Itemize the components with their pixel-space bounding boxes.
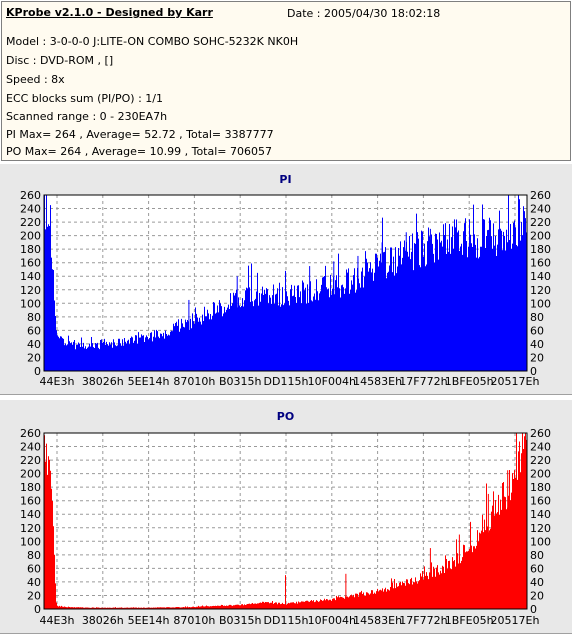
y-tick-label-left: 60: [27, 324, 41, 337]
y-tick-label-left: 240: [20, 441, 41, 454]
y-tick-label-right: 260: [530, 427, 551, 440]
x-tick-label: 87010h: [173, 375, 215, 388]
x-tick-label: 38026h: [82, 614, 124, 627]
y-tick-label-left: 220: [20, 216, 41, 229]
x-tick-label: 87010h: [173, 614, 215, 627]
y-tick-label-left: 80: [27, 549, 41, 562]
y-tick-label-right: 0: [530, 603, 537, 616]
x-tick-label: 14583Eh: [353, 375, 402, 388]
y-tick-label-right: 60: [530, 562, 544, 575]
range-line: Scanned range : 0 - 230EA7h: [6, 110, 168, 123]
y-tick-label-left: 20: [27, 351, 41, 364]
po-chart-panel: PO 0 0 20 20 40 40 60 60 80 80 100 100 120 120 140 140 16…: [0, 399, 572, 634]
y-tick-label-left: 200: [20, 468, 41, 481]
y-tick-label-left: 200: [20, 230, 41, 243]
y-tick-label-right: 180: [530, 243, 551, 256]
y-tick-label-right: 200: [530, 468, 551, 481]
x-tick-label: 20517Eh: [491, 375, 540, 388]
x-tick-label: 20517Eh: [491, 614, 540, 627]
x-tick-label: 14583Eh: [353, 614, 402, 627]
chart-title: PO: [277, 410, 294, 423]
y-tick-label-right: 80: [530, 549, 544, 562]
info-panel: KProbe v2.1.0 - Designed by Karr Date : …: [1, 1, 571, 161]
y-tick-label-left: 260: [20, 427, 41, 440]
y-tick-label-right: 40: [530, 576, 544, 589]
y-tick-label-right: 180: [530, 481, 551, 494]
y-tick-label-right: 60: [530, 324, 544, 337]
app-title: KProbe v2.1.0 - Designed by Karr: [6, 6, 213, 19]
x-tick-label: 17F772h: [399, 375, 447, 388]
y-tick-label-right: 120: [530, 284, 551, 297]
series-bars: [44, 433, 527, 609]
y-tick-label-right: 20: [530, 351, 544, 364]
y-tick-label-left: 120: [20, 284, 41, 297]
y-tick-label-left: 80: [27, 311, 41, 324]
x-tick-label: 5EE14h: [128, 375, 170, 388]
y-tick-label-left: 140: [20, 270, 41, 283]
x-tick-label: 44E3h: [40, 375, 75, 388]
x-tick-label: B0315h: [219, 375, 262, 388]
po-stats-line: PO Max= 264 , Average= 10.99 , Total= 70…: [6, 145, 272, 158]
y-tick-label-right: 220: [530, 454, 551, 467]
y-tick-label-right: 160: [530, 495, 551, 508]
speed-line: Speed : 8x: [6, 73, 65, 86]
x-tick-label: 38026h: [82, 375, 124, 388]
y-tick-label-right: 160: [530, 257, 551, 270]
x-tick-label: 17F772h: [399, 614, 447, 627]
x-tick-label: 1BFE05h: [445, 375, 494, 388]
y-tick-label-right: 140: [530, 270, 551, 283]
y-tick-label-left: 240: [20, 203, 41, 216]
y-tick-label-right: 80: [530, 311, 544, 324]
y-tick-label-left: 180: [20, 481, 41, 494]
y-tick-label-left: 100: [20, 297, 41, 310]
y-tick-label-right: 140: [530, 508, 551, 521]
y-tick-label-right: 20: [530, 589, 544, 602]
disc-line: Disc : DVD-ROM , []: [6, 54, 114, 67]
chart-title: PI: [279, 173, 291, 186]
y-tick-label-left: 160: [20, 495, 41, 508]
y-tick-label-right: 120: [530, 522, 551, 535]
pi-chart-panel: PI 0 0 20 20 40 40 60 60 80 80 100 100 120 120 140 140 16…: [0, 163, 572, 395]
y-tick-label-left: 220: [20, 454, 41, 467]
y-tick-label-left: 60: [27, 562, 41, 575]
y-tick-label-left: 40: [27, 338, 41, 351]
y-tick-label-right: 40: [530, 338, 544, 351]
y-tick-label-left: 160: [20, 257, 41, 270]
plot-border: [43, 432, 528, 610]
y-tick-label-right: 240: [530, 441, 551, 454]
y-tick-label-right: 240: [530, 203, 551, 216]
y-tick-label-left: 0: [34, 603, 41, 616]
x-tick-label: 10F004h: [308, 375, 356, 388]
x-tick-label: DD115h: [264, 375, 309, 388]
x-tick-label: 1BFE05h: [445, 614, 494, 627]
y-tick-label-left: 0: [34, 365, 41, 378]
y-tick-label-left: 20: [27, 589, 41, 602]
y-tick-label-right: 200: [530, 230, 551, 243]
y-tick-label-left: 120: [20, 522, 41, 535]
plot-border: [43, 194, 528, 372]
x-tick-label: 5EE14h: [128, 614, 170, 627]
y-tick-label-left: 260: [20, 189, 41, 202]
y-tick-label-left: 100: [20, 535, 41, 548]
scan-date: Date : 2005/04/30 18:02:18: [287, 7, 441, 20]
y-tick-label-right: 220: [530, 216, 551, 229]
ecc-line: ECC blocks sum (PI/PO) : 1/1: [6, 92, 163, 105]
y-tick-label-right: 0: [530, 365, 537, 378]
x-tick-label: 10F004h: [308, 614, 356, 627]
y-tick-label-left: 140: [20, 508, 41, 521]
series-bars: [44, 195, 527, 371]
y-tick-label-left: 180: [20, 243, 41, 256]
x-tick-label: 44E3h: [40, 614, 75, 627]
y-tick-label-left: 40: [27, 576, 41, 589]
y-tick-label-right: 100: [530, 297, 551, 310]
x-tick-label: B0315h: [219, 614, 262, 627]
y-tick-label-right: 100: [530, 535, 551, 548]
model-line: Model : 3-0-0-0 J:LITE-ON COMBO SOHC-523…: [6, 35, 299, 48]
pi-stats-line: PI Max= 264 , Average= 52.72 , Total= 33…: [6, 128, 274, 141]
y-tick-label-right: 260: [530, 189, 551, 202]
x-tick-label: DD115h: [264, 614, 309, 627]
